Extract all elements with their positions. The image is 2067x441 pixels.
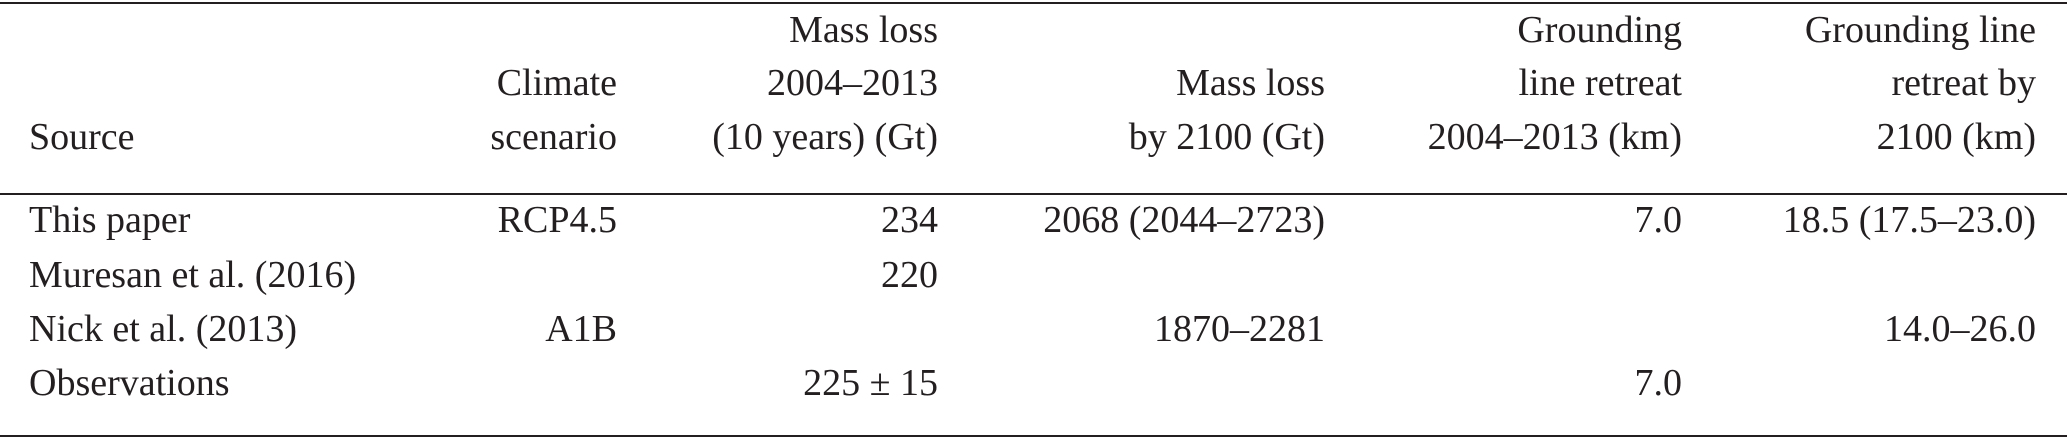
header-cell: Grounding	[1517, 9, 1682, 51]
header-cell: by 2100 (Gt)	[1129, 116, 1325, 158]
cell: Muresan et al. (2016)	[29, 254, 356, 296]
cell: 7.0	[1635, 199, 1683, 241]
cell: 18.5 (17.5–23.0)	[1783, 199, 2036, 241]
header-cell: scenario	[490, 116, 617, 158]
cell: 234	[881, 199, 938, 241]
header-cell: Mass loss	[789, 9, 938, 51]
cell: RCP4.5	[498, 199, 617, 241]
cell: Observations	[29, 362, 230, 404]
cell: 14.0–26.0	[1884, 308, 2036, 350]
cell: 2068 (2044–2723)	[1043, 199, 1325, 241]
header-cell: 2100 (km)	[1877, 116, 2036, 158]
cell: A1B	[545, 308, 617, 350]
header-cell: (10 years) (Gt)	[712, 116, 938, 158]
cell: 7.0	[1635, 362, 1683, 404]
cell: 1870–2281	[1154, 308, 1325, 350]
cell: This paper	[29, 199, 191, 241]
cell: Nick et al. (2013)	[29, 308, 297, 350]
header-cell: retreat by	[1891, 62, 2036, 104]
header-cell: Source	[29, 116, 135, 158]
header-cell: 2004–2013 (km)	[1428, 116, 1682, 158]
header-cell: Mass loss	[1176, 62, 1325, 104]
cell: 225 ± 15	[803, 362, 938, 404]
header-cell: 2004–2013	[767, 62, 938, 104]
header-cell: Grounding line	[1805, 9, 2036, 51]
header-cell: line retreat	[1518, 62, 1682, 104]
cell: 220	[881, 254, 938, 296]
header-cell: Climate	[497, 62, 617, 104]
